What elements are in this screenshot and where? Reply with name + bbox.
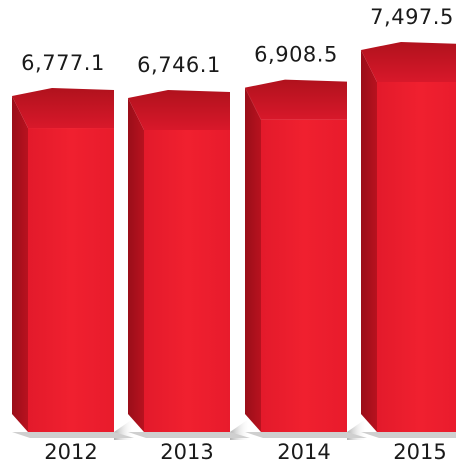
bar-floor-shadow — [128, 432, 250, 438]
bar-2013: 6,746.1 2013 — [128, 53, 250, 464]
bar-side-face — [12, 96, 28, 432]
bar-front-face — [261, 119, 347, 432]
bar-top-face — [128, 90, 230, 130]
value-label: 7,497.5 — [370, 5, 454, 29]
bar-top-face — [12, 88, 114, 129]
bar-floor-shadow — [245, 432, 367, 438]
bar-front-face — [377, 82, 456, 432]
bar-side-face — [128, 98, 144, 432]
category-label: 2014 — [277, 440, 330, 464]
value-label: 6,777.1 — [21, 51, 105, 75]
bar-side-face — [361, 50, 377, 432]
bar-floor-shadow — [12, 432, 134, 438]
category-label: 2013 — [160, 440, 213, 464]
bar-floor-shadow — [361, 432, 456, 438]
bar-side-face — [245, 87, 261, 432]
value-label: 6,908.5 — [254, 43, 338, 67]
category-label: 2015 — [393, 440, 446, 464]
bar-top-face — [245, 79, 347, 120]
category-label: 2012 — [44, 440, 97, 464]
bar-2012: 6,777.1 2012 — [12, 51, 134, 464]
bar-top-face — [361, 42, 456, 82]
bar-2015: 7,497.5 2015 — [361, 5, 456, 464]
bar-2014: 6,908.5 2014 — [245, 43, 367, 464]
bar-front-face — [144, 130, 230, 432]
bar-front-face — [28, 128, 114, 432]
value-label: 6,746.1 — [137, 53, 221, 77]
